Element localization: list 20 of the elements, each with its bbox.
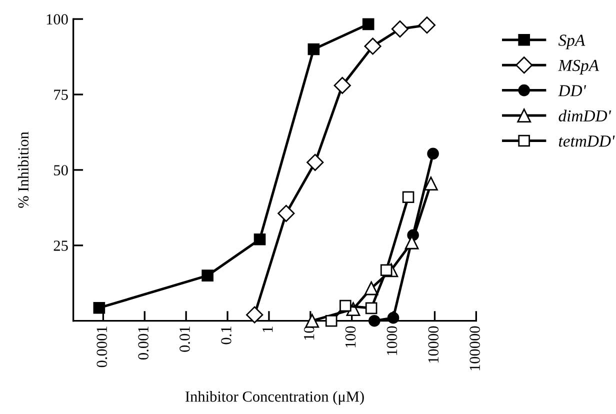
x-tick-label: 0.01 <box>180 326 190 352</box>
x-tick-label: 100 <box>345 326 356 348</box>
x-tick-label: 0.1 <box>221 326 232 344</box>
y-tick-label: 100 <box>46 14 68 24</box>
x-tick-label: 0.0001 <box>96 326 108 368</box>
legend-label: MSpA <box>558 60 600 74</box>
y-tick-label: 75 <box>54 90 68 100</box>
legend-label: DD' <box>558 85 586 96</box>
legend-label: SpA <box>558 34 586 50</box>
x-axis-title: Inhibitor Concentration (μM) <box>185 390 364 405</box>
x-tick-label: 10000 <box>428 326 439 363</box>
legend-label: dimDD' <box>558 110 612 122</box>
x-tick-label: 1 <box>262 326 273 332</box>
legend-label: tetmDD' <box>558 136 615 147</box>
y-tick-label: 25 <box>54 240 68 251</box>
x-tick-label: 0.001 <box>138 326 149 360</box>
x-tick-label: 100000 <box>470 326 480 370</box>
x-tick-label: 1000 <box>386 326 398 355</box>
y-axis-title: % Inhibition <box>18 132 29 208</box>
y-tick-label: 50 <box>54 165 68 176</box>
